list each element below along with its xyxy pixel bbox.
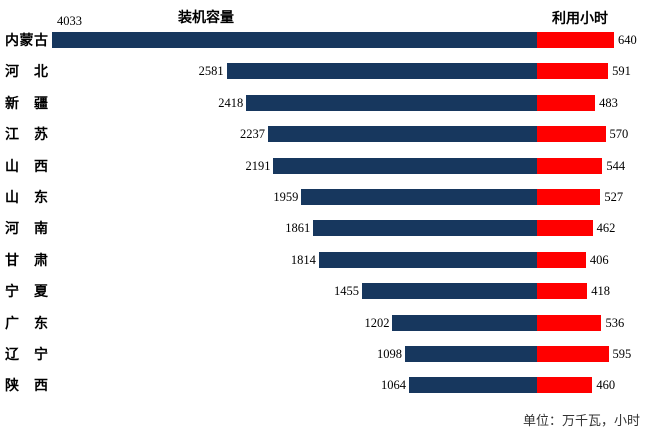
hours-bar [537,220,593,237]
capacity-bar [51,32,537,48]
capacity-value-label: 1098 [376,347,402,361]
category-label: 河北 [5,63,48,80]
capacity-bar [313,220,537,237]
hours-bar [537,32,614,48]
chart-row: 山东 1959 527 [0,189,649,205]
category-label: 陕西 [5,377,48,394]
capacity-bar [392,314,537,331]
hours-value-label: 460 [596,378,616,393]
chart-row: 山西 2191 544 [0,157,649,174]
capacity-bar [318,251,537,268]
hours-value-label: 462 [596,221,616,236]
hours-value-label: 595 [612,347,632,361]
capacity-value-label: 2237 [239,127,265,142]
capacity-bar [409,377,537,394]
hours-bar [537,157,603,174]
capacity-bar [273,157,537,174]
chart-row: 陕西 1064 460 [0,377,649,394]
chart-row: 河北 2581 591 [0,63,649,80]
hours-value-label: 418 [591,284,611,299]
chart-row: 新疆 2418 483 [0,94,649,111]
category-label: 江苏 [5,126,48,143]
capacity-series-title: 装机容量 [178,9,234,25]
hours-bar [537,251,586,268]
hours-value-label: 536 [605,315,625,330]
capacity-value-label: 1455 [334,284,360,299]
capacity-bar [267,126,537,143]
hours-value-label: 640 [617,33,637,47]
capacity-bar [301,189,537,205]
capacity-value-label: 2418 [218,95,244,110]
chart-row: 内蒙古 4033 640 [0,14,649,48]
category-label: 辽宁 [5,346,48,362]
chart-row: 辽宁 1098 595 [0,346,649,362]
hours-bar [537,283,588,300]
hours-value-label: 591 [612,64,631,79]
chart-row: 甘肃 1814 406 [0,251,649,268]
hours-value-label: 527 [604,190,624,204]
hours-value-label: 570 [609,127,629,142]
capacity-value-label: 1202 [364,315,390,330]
hours-bar [537,189,601,205]
chart-row: 河南 1861 462 [0,220,649,237]
hours-value-label: 544 [606,158,626,173]
capacity-bar [246,94,537,111]
category-label: 山西 [5,157,48,174]
capacity-value-label: 1959 [273,190,299,204]
chart-row: 江苏 2237 570 [0,126,649,143]
capacity-value-label: 2581 [198,64,224,79]
capacity-value-label: 1861 [285,221,311,236]
category-label: 宁夏 [5,283,48,300]
hours-bar [537,63,609,80]
capacity-bar [226,63,537,80]
hours-value-label: 483 [599,95,618,110]
hours-bar [537,126,606,143]
chart-row: 宁夏 1455 418 [0,283,649,300]
hours-bar [537,314,602,331]
category-label: 河南 [5,220,48,237]
hours-series-title: 利用小时 [552,10,608,26]
hours-bar [537,346,609,362]
hours-value-label: 406 [589,252,609,267]
capacity-value-label: 1064 [381,378,407,393]
category-label: 山东 [5,189,48,205]
unit-footnote: 单位：万千瓦，小时 [522,413,640,428]
chart-row: 广东 1202 536 [0,314,649,331]
capacity-bar [362,283,537,300]
capacity-value-label: 2191 [245,158,271,173]
capacity-bar [404,346,537,362]
category-label: 内蒙古 [5,32,48,48]
hours-bar [537,94,596,111]
hours-bar [537,377,593,394]
category-label: 甘肃 [5,251,48,268]
capacity-value-label: 4033 [56,14,82,28]
capacity-value-label: 1814 [290,252,316,267]
category-label: 广东 [5,314,48,331]
category-label: 新疆 [5,94,48,111]
